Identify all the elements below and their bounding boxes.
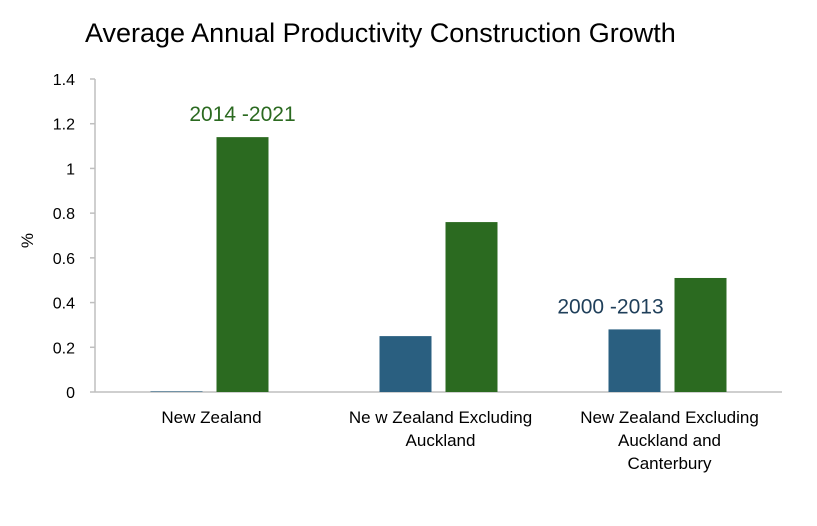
bar-series1-cat3: [608, 329, 661, 392]
y-tick-label: 1: [66, 161, 75, 178]
y-tick-label: 0.8: [53, 206, 75, 223]
x-tick-label-line: New Zealand: [161, 408, 261, 427]
x-tick-label-line: New Zealand Excluding: [580, 408, 759, 427]
x-tick-label-line: Auckland: [406, 431, 476, 450]
x-tick-label: New Zealand Excluding Auckland and Canterb…: [580, 408, 759, 473]
y-tick-label: 0.4: [53, 296, 75, 313]
bars: [150, 137, 727, 392]
bar-series1-cat2: [379, 336, 432, 392]
y-axis-label: %: [18, 233, 37, 248]
axes: 0 0.2 0.4 0.6 0.8 1 1.2 1.4: [53, 72, 782, 402]
y-tick-label: 0: [66, 385, 75, 402]
y-tick-label: 1.4: [53, 72, 75, 89]
y-tick-label: 0.6: [53, 251, 75, 268]
labels: New Zealand Ne w Zealand Excluding Aucklan…: [161, 103, 758, 473]
bar-series2-cat2: [445, 222, 498, 392]
bar-series2-cat1: [216, 137, 269, 392]
x-tick-label-line: Auckland and: [618, 431, 721, 450]
x-tick-label-line: Ne w Zealand Excluding: [349, 408, 532, 427]
y-tick-label: 1.2: [53, 117, 75, 134]
series-annotation: 2000 -2013: [557, 295, 663, 318]
y-tick-label: 0.2: [53, 340, 75, 357]
series-annotation: 2014 -2021: [189, 103, 295, 126]
x-tick-label-line: Canterbury: [627, 454, 712, 473]
bar-series2-cat3: [674, 277, 727, 392]
bar-series1-cat1: [150, 391, 203, 392]
x-tick-label: Ne w Zealand Excluding Auckland: [349, 408, 532, 450]
chart-title: Average Annual Productivity Construction…: [85, 18, 676, 48]
x-tick-label: New Zealand: [161, 408, 261, 427]
